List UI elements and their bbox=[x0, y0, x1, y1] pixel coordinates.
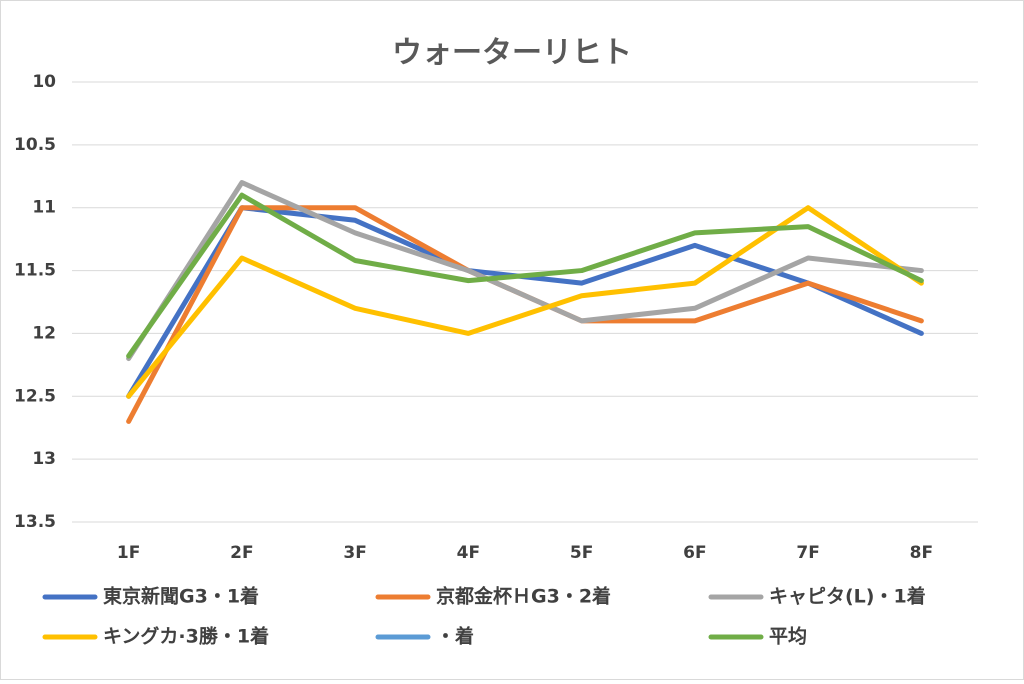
legend-label: キャピタ(L)・1着 bbox=[769, 585, 926, 608]
y-tick-label: 12 bbox=[32, 323, 56, 343]
x-tick-label: 4F bbox=[457, 543, 480, 563]
legend-label: 平均 bbox=[769, 625, 807, 648]
legend-label: キングカ·3勝・1着 bbox=[103, 625, 269, 648]
legend-label: 京都金杯ＨG3・2着 bbox=[436, 585, 611, 608]
x-tick-label: 7F bbox=[796, 543, 819, 563]
x-tick-label: 1F bbox=[117, 543, 140, 563]
legend-label: ・着 bbox=[436, 625, 474, 648]
series-line bbox=[126, 180, 924, 362]
x-tick-label: 3F bbox=[343, 543, 366, 563]
y-tick-label: 10 bbox=[32, 72, 56, 92]
y-tick-label: 11.5 bbox=[14, 261, 56, 281]
y-tick-label: 10.5 bbox=[14, 135, 56, 155]
y-tick-label: 11 bbox=[32, 198, 56, 218]
series-line bbox=[126, 192, 924, 359]
legend-label: 東京新聞G3・1着 bbox=[103, 585, 259, 608]
x-tick-label: 2F bbox=[230, 543, 253, 563]
x-tick-label: 6F bbox=[683, 543, 706, 563]
series-line bbox=[126, 205, 924, 399]
y-tick-label: 13 bbox=[32, 449, 56, 469]
y-tick-label: 13.5 bbox=[14, 512, 56, 532]
chart-title: ウォーターリヒト bbox=[392, 36, 632, 71]
x-tick-label: 8F bbox=[910, 543, 933, 563]
y-tick-label: 12.5 bbox=[14, 386, 56, 406]
x-tick-label: 5F bbox=[570, 543, 593, 563]
